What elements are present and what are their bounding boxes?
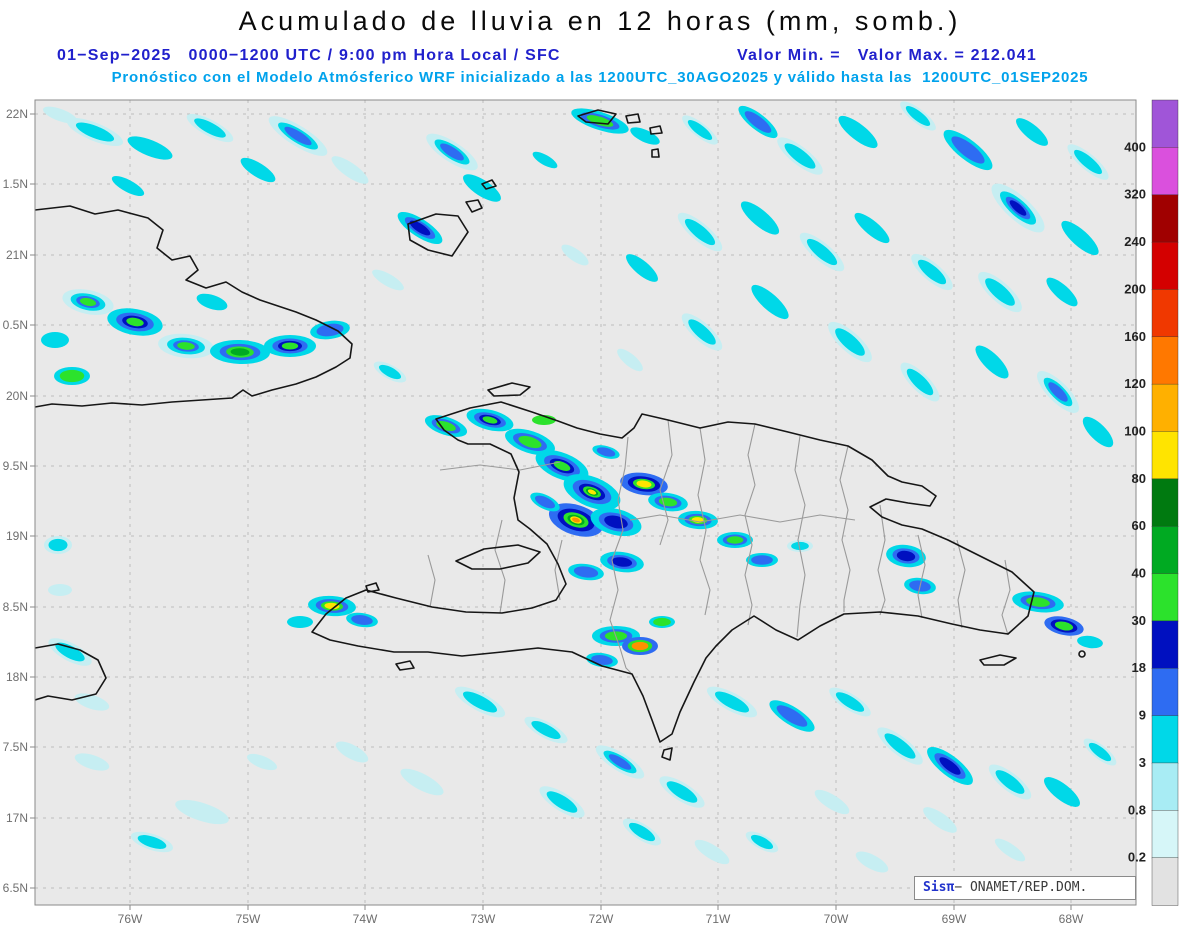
- legend-color-box: [1152, 810, 1178, 858]
- lon-label: 70W: [824, 912, 849, 926]
- precip-cell: [48, 539, 67, 551]
- legend-color-box: [1152, 574, 1178, 622]
- legend-color-box: [1152, 526, 1178, 574]
- legend-value: 240: [1124, 234, 1146, 249]
- lon-label: 75W: [236, 912, 261, 926]
- legend-value: 320: [1124, 187, 1146, 202]
- precip-cell: [48, 584, 72, 596]
- branding-sis-label: Sisπ: [923, 880, 954, 895]
- legend-color-box: [1152, 384, 1178, 432]
- legend-color-box: [1152, 858, 1178, 906]
- lon-label: 69W: [942, 912, 967, 926]
- precip-cell: [41, 332, 69, 348]
- legend-value: 80: [1132, 471, 1146, 486]
- legend-value: 18: [1132, 660, 1146, 675]
- lon-label: 72W: [589, 912, 614, 926]
- lon-label: 76W: [118, 912, 143, 926]
- legend-value: 120: [1124, 376, 1146, 391]
- precip-cell: [282, 343, 298, 350]
- legend-value: 60: [1132, 518, 1146, 533]
- legend-color-box: [1152, 242, 1178, 290]
- precip-cell: [632, 642, 649, 650]
- legend-value: 100: [1124, 423, 1146, 438]
- weather-map-page: Acumulado de lluvia en 12 horas (mm, som…: [0, 0, 1200, 927]
- lat-label: 9.5N: [3, 459, 28, 473]
- legend-value: 40: [1132, 566, 1146, 581]
- branding-box: Sisπ− ONAMET/REP.DOM.: [914, 876, 1136, 900]
- legend-value: 9: [1139, 708, 1146, 723]
- lat-label: 22N: [6, 107, 28, 121]
- legend-color-box: [1152, 100, 1178, 148]
- lon-label: 74W: [353, 912, 378, 926]
- legend-value: 30: [1132, 613, 1146, 628]
- precip-cell: [653, 618, 671, 626]
- lon-label: 71W: [706, 912, 731, 926]
- legend-value: 3: [1139, 755, 1146, 770]
- lat-label: 8.5N: [3, 600, 28, 614]
- legend-color-box: [1152, 289, 1178, 337]
- map-canvas: 22N 1.5N 21N 0.5N 20N 9.5N 19N 8.5N 18N 7.5N 17N 6.…: [0, 0, 1200, 927]
- lat-label: 6.5N: [3, 881, 28, 895]
- precip-cell: [727, 536, 744, 543]
- legend-color-box: [1152, 195, 1178, 243]
- precip-cell: [287, 616, 313, 628]
- precip-cell: [60, 370, 84, 382]
- legend-value: 160: [1124, 329, 1146, 344]
- lon-label: 68W: [1059, 912, 1084, 926]
- legend-color-box: [1152, 716, 1178, 764]
- legend-value: 200: [1124, 281, 1146, 296]
- legend-color-box: [1152, 763, 1178, 811]
- legend-color-box: [1152, 147, 1178, 195]
- precip-cell: [751, 555, 773, 565]
- lat-label: 21N: [6, 248, 28, 262]
- legend-value: 400: [1124, 139, 1146, 154]
- lat-label: 0.5N: [3, 318, 28, 332]
- legend-value: 0.2: [1128, 850, 1146, 865]
- branding-onamet-label: − ONAMET/REP.DOM.: [954, 880, 1087, 895]
- legend-color-box: [1152, 337, 1178, 385]
- legend-color-box: [1152, 668, 1178, 716]
- legend-color-box: [1152, 479, 1178, 527]
- lat-axis: 22N 1.5N 21N 0.5N 20N 9.5N 19N 8.5N 18N 7.5N 17N 6.…: [3, 107, 28, 895]
- legend-color-box: [1152, 621, 1178, 669]
- legend-value: 0.8: [1128, 802, 1146, 817]
- lat-label: 7.5N: [3, 740, 28, 754]
- lat-label: 18N: [6, 670, 28, 684]
- lat-label: 19N: [6, 529, 28, 543]
- lon-label: 73W: [471, 912, 496, 926]
- lat-label: 20N: [6, 389, 28, 403]
- lat-label: 17N: [6, 811, 28, 825]
- lat-label: 1.5N: [3, 177, 28, 191]
- lon-axis: 76W 75W 74W 73W 72W 71W 70W 69W 68W: [118, 912, 1084, 926]
- legend-color-box: [1152, 431, 1178, 479]
